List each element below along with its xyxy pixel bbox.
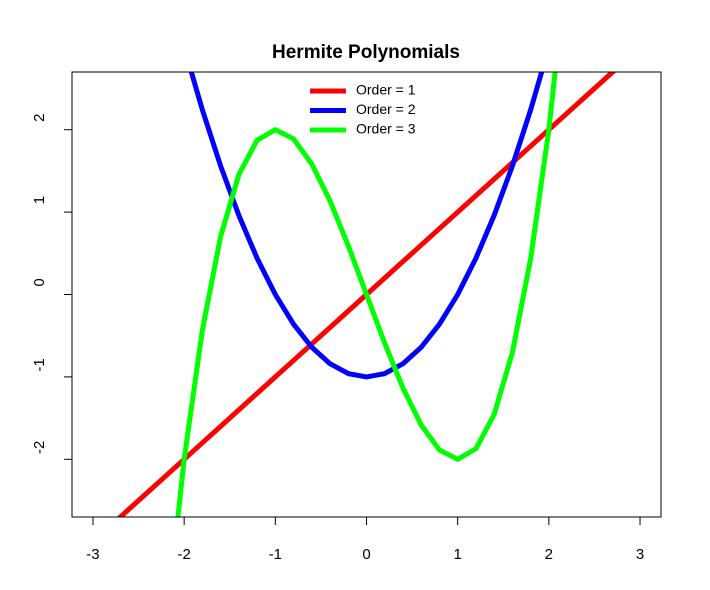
- y-tick-label: 1: [31, 196, 48, 204]
- x-tick-label: 3: [636, 546, 644, 563]
- x-tick-label: 2: [545, 546, 553, 563]
- y-tick-label: 0: [31, 278, 48, 286]
- x-tick-label: -3: [86, 546, 99, 563]
- chart-title: Hermite Polynomials: [272, 42, 460, 63]
- x-tick-label: 1: [454, 546, 462, 563]
- y-tick-label: -1: [31, 358, 48, 371]
- x-tick-label: -1: [269, 546, 282, 563]
- y-tick-label: -2: [31, 441, 48, 454]
- x-tick-label: -2: [177, 546, 190, 563]
- line-series: [188, 72, 545, 380]
- y-tick-label: 2: [31, 114, 48, 122]
- plot-lines: [116, 72, 617, 517]
- legend-label: Order = 1: [356, 82, 416, 98]
- legend-label: Order = 2: [356, 101, 416, 117]
- legend-label: Order = 3: [356, 121, 416, 137]
- line-series: [175, 72, 558, 517]
- x-tick-label: 0: [362, 546, 370, 563]
